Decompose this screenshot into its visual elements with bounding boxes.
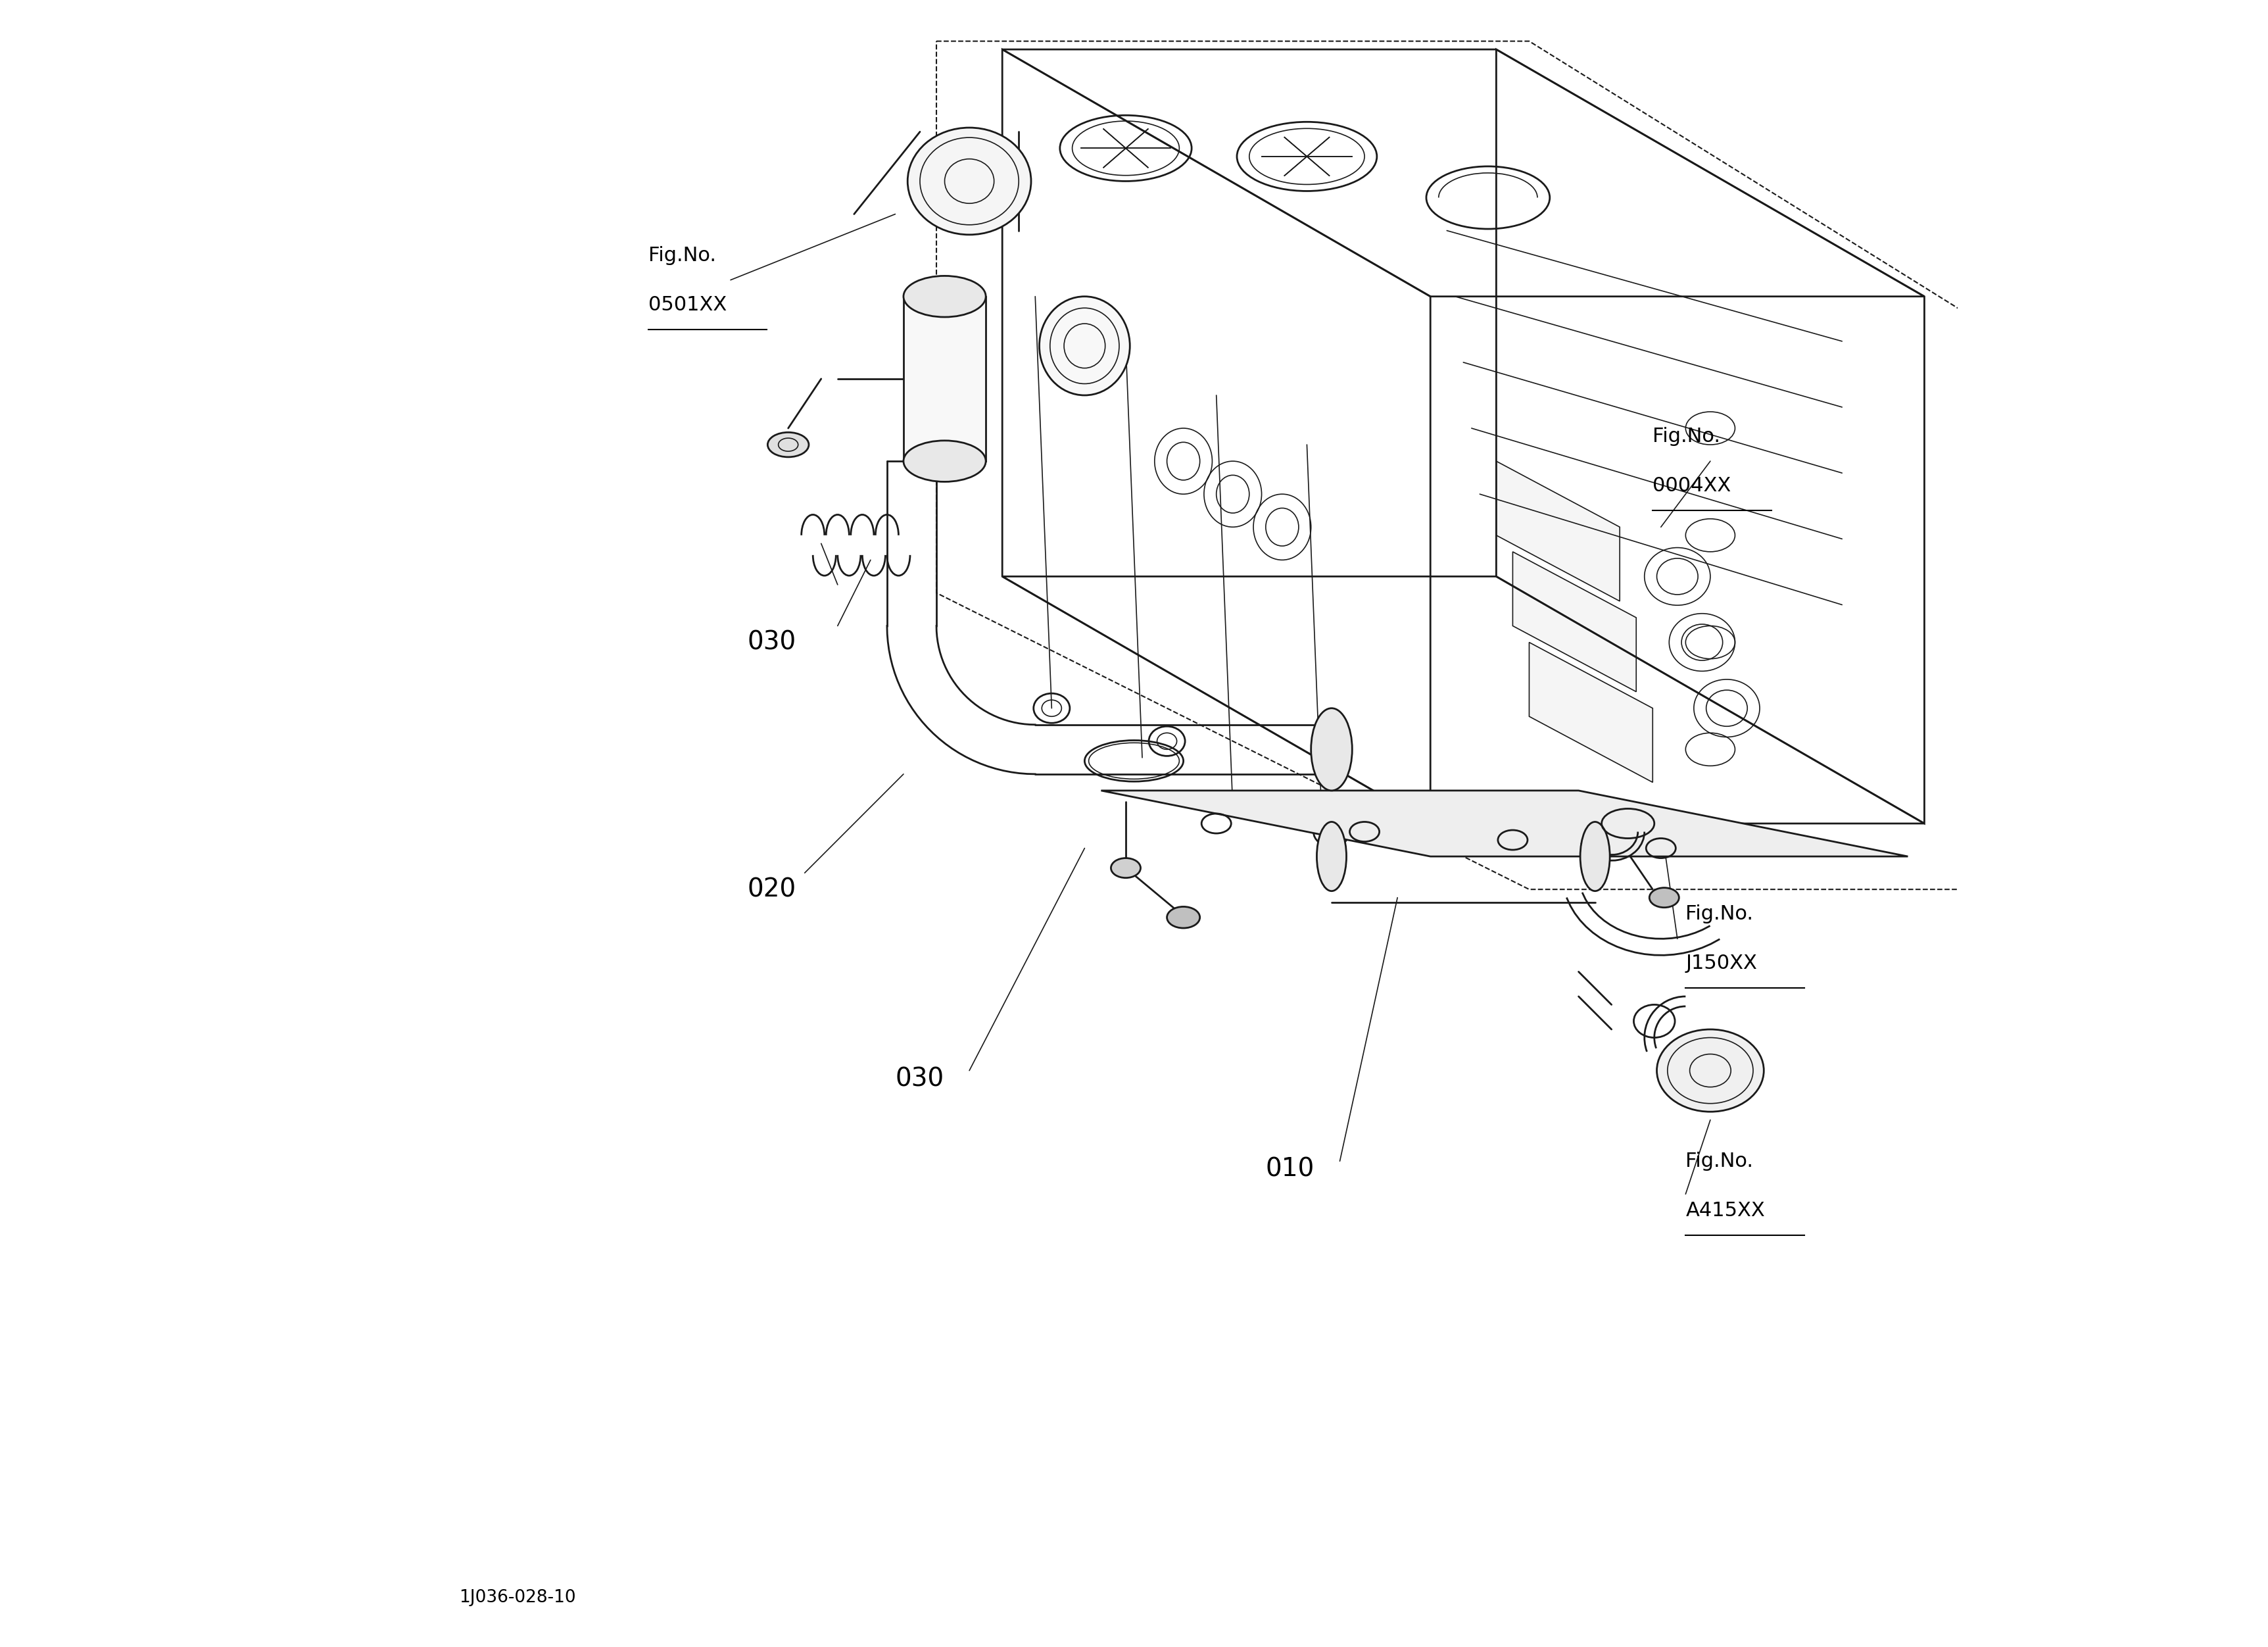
Ellipse shape — [1039, 296, 1129, 395]
Ellipse shape — [1318, 822, 1347, 891]
Polygon shape — [1497, 461, 1619, 601]
Polygon shape — [1100, 791, 1907, 856]
Polygon shape — [1513, 552, 1635, 692]
Text: J150XX: J150XX — [1685, 954, 1758, 973]
Ellipse shape — [1649, 888, 1678, 907]
Ellipse shape — [1311, 708, 1352, 791]
Text: 010: 010 — [1266, 1156, 1315, 1183]
Ellipse shape — [1111, 858, 1141, 878]
Text: Fig.No.: Fig.No. — [1653, 427, 1721, 446]
Ellipse shape — [767, 433, 810, 458]
Polygon shape — [1529, 642, 1653, 782]
Ellipse shape — [903, 277, 987, 318]
Ellipse shape — [1581, 822, 1610, 891]
Text: Fig.No.: Fig.No. — [1685, 904, 1753, 924]
Polygon shape — [903, 296, 987, 461]
Ellipse shape — [903, 441, 987, 483]
Text: Fig.No.: Fig.No. — [1685, 1151, 1753, 1171]
Text: 020: 020 — [746, 876, 796, 903]
Text: 030: 030 — [896, 1066, 943, 1092]
Ellipse shape — [907, 128, 1032, 236]
Text: 030: 030 — [746, 629, 796, 656]
Ellipse shape — [1168, 906, 1200, 929]
Text: A415XX: A415XX — [1685, 1201, 1765, 1220]
Text: 0004XX: 0004XX — [1653, 476, 1730, 496]
Text: Fig.No.: Fig.No. — [649, 245, 717, 265]
Text: 1J036-028-10: 1J036-028-10 — [458, 1589, 576, 1606]
Ellipse shape — [1658, 1029, 1765, 1112]
Text: 0501XX: 0501XX — [649, 295, 726, 315]
